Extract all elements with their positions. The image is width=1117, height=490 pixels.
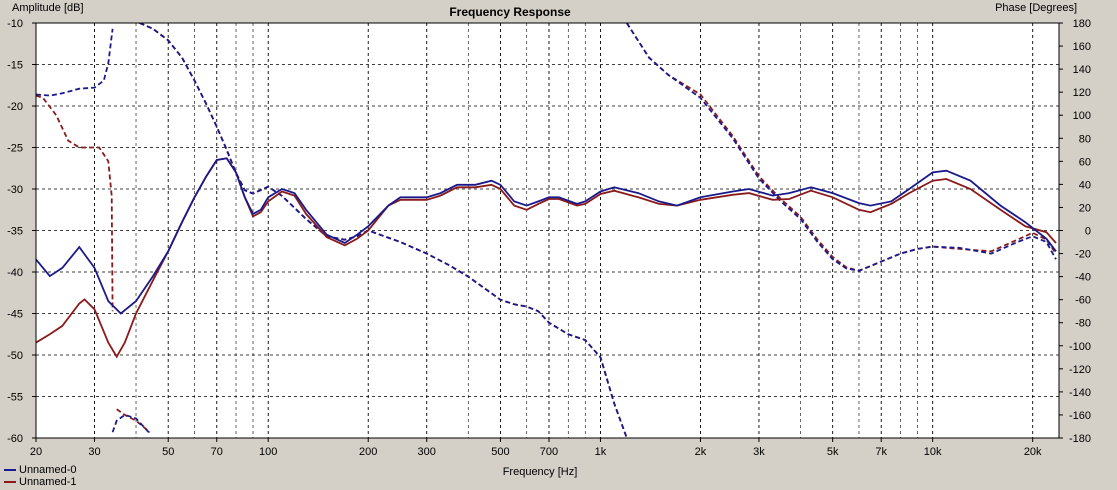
x-tick-label-11: 3k [753,446,765,458]
y-right-tick-label-1: 160 [1073,41,1091,53]
y-right-tick-labels: 180 160 140 120 100 80 60 40 20 0 -20 -40 -60 -80 -100… [1059,18,1091,445]
y-right-tick-label-11: -40 [1075,272,1091,284]
y-right-tick-label-16: -140 [1069,387,1091,399]
legend-label-0: Unnamed-0 [19,464,77,476]
x-tick-label-13: 7k [875,446,887,458]
chart-title: Frequency Response [449,5,571,19]
x-tick-label-4: 100 [259,446,277,458]
y-right-tick-label-13: -80 [1075,318,1091,330]
x-tick-label-6: 300 [418,446,436,458]
legend-swatch-1 [4,481,16,483]
y-left-tick-label-9: -55 [7,392,23,404]
y-left-tick-label-6: -40 [7,267,23,279]
y-right-tick-label-15: -120 [1069,364,1091,376]
x-tick-label-10: 2k [695,446,707,458]
y-right-tick-label-10: -20 [1075,249,1091,261]
y-right-tick-label-3: 120 [1073,87,1091,99]
y-right-tick-label-0: 180 [1073,18,1091,30]
series-1-phase [36,94,114,312]
series-group [36,23,1057,438]
y-right-tick-label-8: 20 [1079,202,1091,214]
legend-item-1: Unnamed-1 [4,476,76,488]
x-tick-label-7: 500 [491,446,509,458]
series-0-phase-high-segment [626,23,1057,272]
x-tick-label-3: 70 [211,446,223,458]
x-tick-label-0: 20 [30,446,42,458]
y-left-tick-label-1: -15 [7,60,23,72]
x-tick-label-9: 1k [595,446,607,458]
x-tick-label-14: 10k [924,446,942,458]
y-left-tick-label-3: -25 [7,143,23,155]
y-left-tick-label-0: -10 [7,18,23,30]
legend-swatch-0 [4,469,16,471]
series-0-magnitude-line [36,157,1057,315]
y-right-tick-label-6: 60 [1079,156,1091,168]
y-left-tick-label-8: -50 [7,350,23,362]
y-left-tick-label-10: -60 [7,433,23,445]
x-tick-label-12: 5k [827,446,839,458]
x-axis-label: Frequency [Hz] [503,466,578,478]
y-right-tick-label-14: -100 [1069,341,1091,353]
legend-label-1: Unnamed-1 [19,476,77,488]
y-right-tick-label-2: 140 [1073,64,1091,76]
y-left-axis-label: Amplitude [dB] [12,2,84,14]
x-tick-labels: 20 30 50 70 100 200 300 500 700 1k 2k 3k 5k 7k 10k 20k [30,438,1042,458]
series-1-phase-low-segment [116,408,151,433]
x-tick-label-2: 50 [162,446,174,458]
y-right-tick-label-4: 100 [1073,110,1091,122]
x-tick-label-1: 30 [88,446,100,458]
y-left-tick-label-7: -45 [7,309,23,321]
y-left-tick-labels: -10 -15 -20 -25 -30 -35 -40 -45 -50 -55 -60 [7,18,36,445]
y-right-tick-label-7: 40 [1079,179,1091,191]
x-tick-label-8: 700 [540,446,558,458]
y-left-tick-label-5: -35 [7,226,23,238]
y-right-tick-label-12: -60 [1075,295,1091,307]
x-tick-label-5: 200 [359,446,377,458]
y-right-tick-label-5: 80 [1079,133,1091,145]
legend-item-0: Unnamed-0 [4,464,76,476]
series-0-phase [36,28,114,97]
y-left-tick-label-2: -20 [7,101,23,113]
legend: Unnamed-0 Unnamed-1 [4,464,76,488]
y-right-tick-label-18: -180 [1069,433,1091,445]
y-left-tick-label-4: -30 [7,184,23,196]
y-right-tick-label-9: 0 [1085,226,1091,238]
series-0-phase-low-segment [111,413,151,435]
y-right-axis-label: Phase [Degrees] [995,2,1077,14]
y-right-tick-label-17: -160 [1069,410,1091,422]
grid [36,23,1059,438]
x-tick-label-15: 20k [1024,446,1042,458]
